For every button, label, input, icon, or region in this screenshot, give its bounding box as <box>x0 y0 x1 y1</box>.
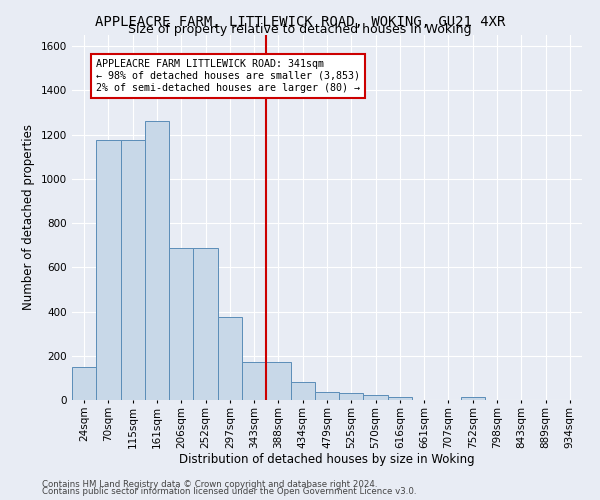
Bar <box>461 396 485 400</box>
Text: Size of property relative to detached houses in Woking: Size of property relative to detached ho… <box>128 22 472 36</box>
X-axis label: Distribution of detached houses by size in Woking: Distribution of detached houses by size … <box>179 453 475 466</box>
Bar <box>218 317 242 400</box>
Text: APPLEACRE FARM, LITTLEWICK ROAD, WOKING, GU21 4XR: APPLEACRE FARM, LITTLEWICK ROAD, WOKING,… <box>95 15 505 29</box>
Bar <box>266 362 290 400</box>
Bar <box>339 394 364 400</box>
Bar <box>121 140 145 400</box>
Text: Contains public sector information licensed under the Open Government Licence v3: Contains public sector information licen… <box>42 487 416 496</box>
Bar <box>145 122 169 400</box>
Bar <box>242 362 266 400</box>
Text: APPLEACRE FARM LITTLEWICK ROAD: 341sqm
← 98% of detached houses are smaller (3,8: APPLEACRE FARM LITTLEWICK ROAD: 341sqm ←… <box>96 60 360 92</box>
Bar <box>72 367 96 400</box>
Bar <box>388 396 412 400</box>
Bar <box>290 382 315 400</box>
Bar <box>169 248 193 400</box>
Text: Contains HM Land Registry data © Crown copyright and database right 2024.: Contains HM Land Registry data © Crown c… <box>42 480 377 489</box>
Bar <box>364 395 388 400</box>
Bar <box>96 140 121 400</box>
Bar <box>193 248 218 400</box>
Y-axis label: Number of detached properties: Number of detached properties <box>22 124 35 310</box>
Bar <box>315 392 339 400</box>
